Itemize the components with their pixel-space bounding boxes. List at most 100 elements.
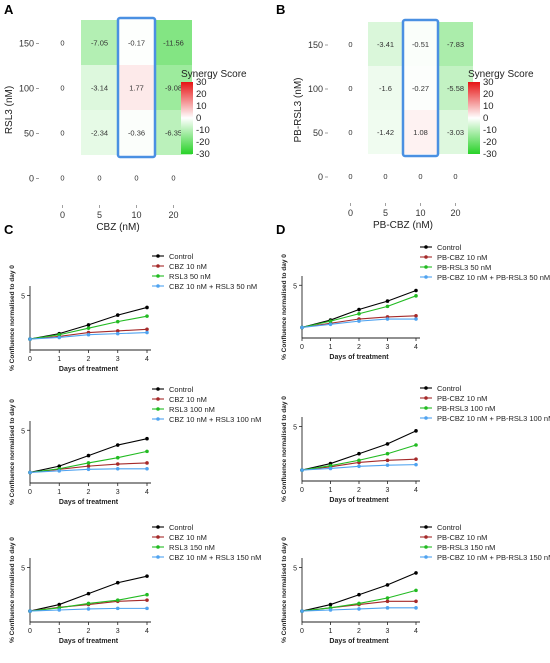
cell-value: 0 [418, 172, 422, 181]
legend-label: CBZ 10 nM [169, 395, 207, 404]
data-point [28, 337, 32, 341]
data-point [357, 601, 361, 606]
cell-value: 0 [348, 84, 352, 93]
cell-value: 0 [60, 84, 64, 93]
heatmap-cell [81, 110, 118, 155]
x-tick-label: 10 [131, 210, 141, 220]
legend-marker [424, 245, 428, 249]
y-tick-label: 0 [318, 172, 323, 182]
highlight-box [116, 16, 157, 159]
y-axis-label: % Confluence normalised to day 0 [9, 399, 16, 505]
cell-value: 0 [60, 129, 64, 138]
x-tick-label: 0 [28, 489, 32, 496]
x-axis-label: Days of treatment [59, 638, 119, 645]
heatmap-cell [81, 20, 118, 65]
legend-marker [156, 284, 160, 288]
legend-label: PB-CBZ 10 nM [437, 394, 487, 403]
x-tick-label: 3 [386, 487, 390, 494]
y-axis-label: % Confluence normalised to day 0 [281, 396, 288, 502]
legend-label: CBZ 10 nM + RSL3 50 nM [169, 282, 257, 291]
x-tick-label: 2 [357, 344, 361, 351]
data-point [385, 451, 390, 456]
y-tick-label: 5 [293, 565, 297, 572]
legend-label: Control [437, 523, 462, 532]
data-point [86, 591, 91, 596]
data-point [28, 470, 32, 475]
highlight-box [401, 18, 440, 158]
legend-tick-label: -10 [483, 125, 497, 136]
data-point [115, 319, 120, 324]
cell-value: -0.27 [412, 84, 429, 93]
data-point [115, 462, 120, 466]
heatmap-cell [118, 65, 155, 110]
data-point [300, 609, 304, 613]
legend-marker [424, 386, 428, 390]
x-axis-label: Days of treatment [329, 497, 389, 504]
legend-label: PB-CBZ 10 nM [437, 533, 487, 542]
data-point [145, 574, 149, 578]
cell-value: 0 [348, 128, 352, 137]
x-tick-label: 2 [87, 628, 91, 635]
y-tick-label: 50 [313, 128, 323, 138]
legend-marker [156, 545, 160, 549]
x-tick-label: 1 [57, 356, 61, 363]
data-point [385, 599, 390, 604]
y-axis-label: RSL3 (nM) [4, 86, 15, 134]
legend-marker [156, 264, 160, 268]
x-tick-label: 5 [97, 210, 102, 220]
cell-value: -9.08 [165, 84, 182, 93]
data-point [357, 592, 361, 597]
x-tick-label: 20 [168, 210, 178, 220]
data-point [115, 313, 120, 317]
cell-value: -7.83 [447, 40, 464, 49]
legend-label: PB-CBZ 10 nM + PB-RSL3 50 nM [437, 273, 550, 282]
data-point [328, 319, 333, 323]
x-tick-label: 0 [28, 628, 32, 635]
legend-label: Control [169, 252, 194, 261]
data-point [385, 583, 390, 587]
data-point [115, 331, 120, 336]
data-point [145, 327, 149, 332]
legend-label: Control [169, 385, 194, 394]
legend-marker [424, 416, 428, 420]
data-point [328, 463, 333, 468]
legend-label: Control [437, 384, 462, 393]
y-tick-label: 5 [21, 428, 25, 435]
heatmap-cell [403, 66, 438, 110]
x-tick-label: 2 [357, 487, 361, 494]
data-point [328, 602, 333, 607]
legend-marker [424, 275, 428, 279]
heatmap-cell [438, 66, 473, 110]
heatmap-cell [368, 110, 403, 154]
data-point [357, 319, 361, 323]
data-point [115, 443, 120, 447]
y-tick-label: 5 [21, 565, 25, 572]
data-point [145, 598, 149, 602]
cell-value: -1.6 [379, 84, 392, 93]
heatmap-cell [438, 22, 473, 66]
x-tick-label: 1 [57, 489, 61, 496]
data-point [414, 599, 418, 604]
data-point [414, 588, 418, 593]
data-point [115, 580, 120, 585]
cell-value: 0 [60, 174, 64, 183]
y-axis-label: % Confluence normalised to day 0 [9, 537, 16, 643]
legend-tick-label: 0 [483, 113, 488, 124]
data-point [357, 451, 361, 456]
x-tick-label: 0 [348, 208, 353, 218]
y-axis-label: % Confluence normalised to day 0 [281, 537, 288, 643]
line-chart-D2: 5 0 1 2 3 4 Days of treatment % Confluence norm… [281, 384, 550, 504]
legend-tick-label: -20 [483, 137, 497, 148]
legend-label: RSL3 100 nM [169, 405, 215, 414]
x-tick-label: 5 [383, 208, 388, 218]
data-point [115, 329, 120, 333]
line-chart-C3: 5 0 1 2 3 4 Days of treatment % Confluence norm… [9, 523, 261, 645]
legend-label: PB-CBZ 10 nM [437, 253, 487, 262]
data-point [145, 330, 149, 335]
cell-value: -6.35 [165, 129, 182, 138]
legend-marker [156, 254, 160, 258]
x-tick-label: 0 [300, 487, 304, 494]
x-tick-label: 2 [87, 489, 91, 496]
x-tick-label: 4 [414, 628, 418, 635]
